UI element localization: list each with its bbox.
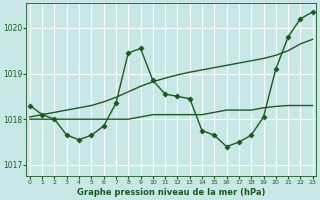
X-axis label: Graphe pression niveau de la mer (hPa): Graphe pression niveau de la mer (hPa)	[77, 188, 266, 197]
